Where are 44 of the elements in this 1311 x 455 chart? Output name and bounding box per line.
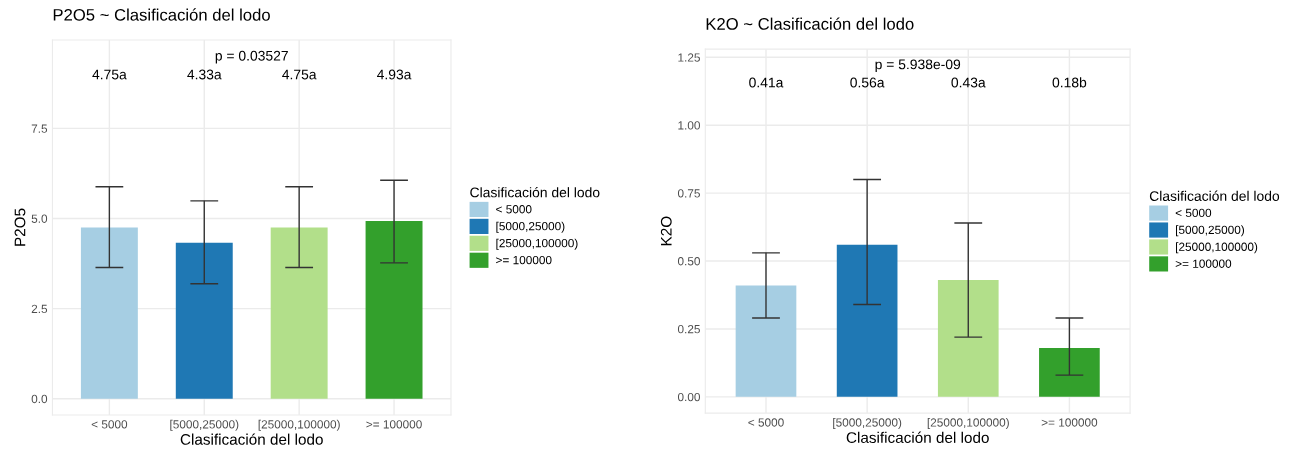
chart-title: K2O ~ Clasificación del lodo <box>706 17 914 30</box>
annotation: p = 5.938e-09 <box>875 59 961 72</box>
x-tick-label: >= 100000 <box>1041 418 1098 427</box>
y-tick-label: 1.00 <box>678 121 700 130</box>
chart-title: P2O5 ~ Clasificación del lodo <box>53 8 270 21</box>
legend-label: [5000,25000) <box>1176 225 1245 237</box>
y-axis-title: P2O5 <box>14 208 26 246</box>
y-axis-title: K2O <box>660 216 672 246</box>
x-tick-label: < 5000 <box>748 418 784 427</box>
y-tick-label: 0.00 <box>677 392 700 402</box>
y-tick-label: 1.25 <box>678 53 700 62</box>
legend-title: Clasificación del lodo <box>470 186 600 198</box>
legend-label: < 5000 <box>496 205 532 214</box>
legend-label: >= 100000 <box>496 255 552 265</box>
y-tick-label: 0.25 <box>677 324 700 334</box>
y-tick-label: 2.5 <box>31 304 48 314</box>
x-tick-label: [5000,25000) <box>170 419 239 431</box>
x-tick-label: [5000,25000) <box>833 418 902 430</box>
legend-title: Clasificación del lodo <box>1149 190 1280 201</box>
legend-label: < 5000 <box>1175 208 1212 218</box>
y-tick-label: 5.0 <box>31 214 48 223</box>
legend-label: [25000,100000) <box>1176 242 1258 254</box>
x-axis-title: Clasificación del lodo <box>180 433 323 445</box>
annotation: 0.56a <box>850 77 885 88</box>
annotation: 4.33a <box>187 69 222 80</box>
x-tick-label: [25000,100000) <box>927 418 1009 430</box>
x-tick-label: [25000,100000) <box>258 419 340 431</box>
y-tick-label: 0.75 <box>677 189 700 198</box>
annotation: 0.41a <box>749 77 784 88</box>
legend-label: >= 100000 <box>1175 259 1232 268</box>
annotation: 0.43a <box>951 77 986 88</box>
x-tick-label: < 5000 <box>91 420 128 429</box>
legend-label: [5000,25000) <box>496 221 565 233</box>
annotation: 4.75a <box>282 69 317 80</box>
x-tick-label: >= 100000 <box>366 420 422 429</box>
x-axis-title: Clasificación del lodo <box>846 431 989 444</box>
y-tick-label: 7.5 <box>31 124 48 133</box>
annotation: 0.18b <box>1052 77 1087 88</box>
y-tick-label: 0.50 <box>677 257 700 266</box>
annotation: 4.93a <box>376 69 412 80</box>
y-tick-label: 0.0 <box>31 394 48 404</box>
annotation: 4.75a <box>92 69 127 80</box>
annotation: p = 0.03527 <box>215 50 288 64</box>
legend-label: [25000,100000) <box>496 238 578 250</box>
